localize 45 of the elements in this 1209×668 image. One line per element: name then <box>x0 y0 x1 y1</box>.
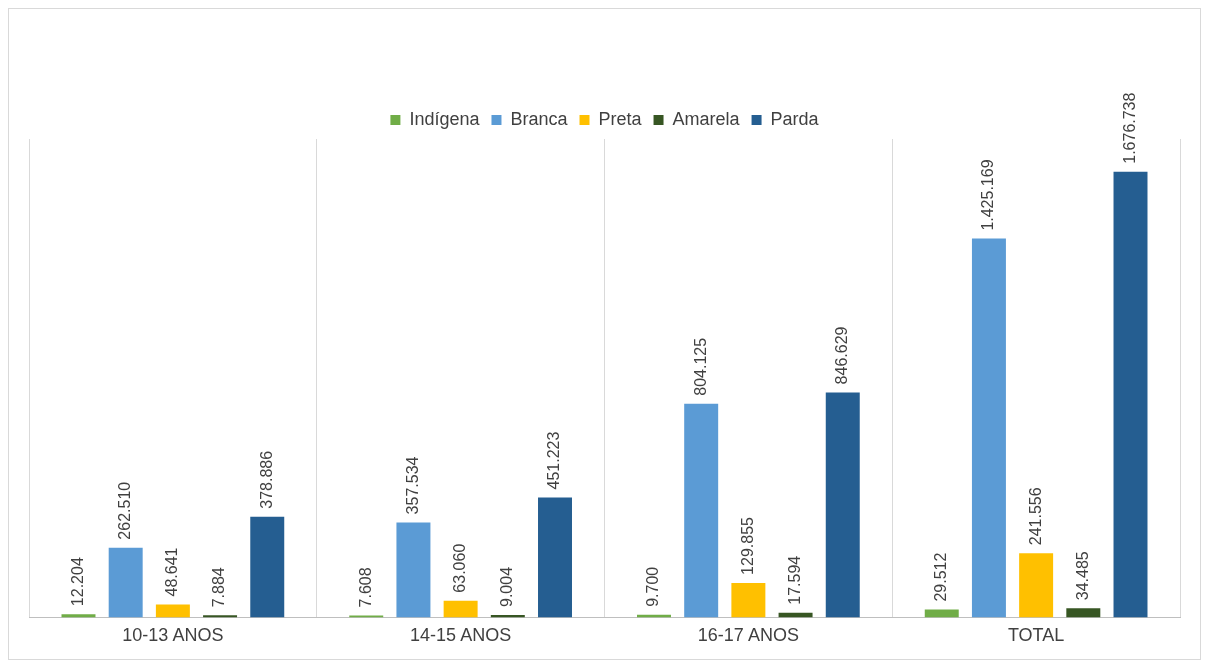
bar <box>538 497 572 618</box>
legend-label: Parda <box>770 108 820 129</box>
bar <box>971 238 1006 618</box>
data-label: 846.629 <box>833 326 851 385</box>
x-tick-label: TOTAL <box>1007 625 1065 646</box>
bar <box>396 522 431 618</box>
bar <box>1019 553 1054 618</box>
bar <box>1113 171 1148 618</box>
data-label: 9.700 <box>644 566 662 607</box>
x-tick-label: 10-13 ANOS <box>122 625 224 646</box>
bar <box>250 516 285 618</box>
data-label: 29.512 <box>932 552 950 602</box>
bar <box>684 403 719 618</box>
bar <box>203 615 238 618</box>
data-label: 63.060 <box>451 543 469 593</box>
data-label: 1.676.738 <box>1120 92 1138 164</box>
data-label: 7.608 <box>356 567 374 608</box>
bar <box>825 392 860 618</box>
data-label: 12.204 <box>68 557 86 607</box>
data-label: 9.004 <box>498 566 516 608</box>
data-label: 7.884 <box>210 567 228 608</box>
data-label: 34.485 <box>1073 551 1091 601</box>
bar <box>61 614 96 618</box>
data-label: 804.125 <box>691 337 709 396</box>
bar <box>731 582 766 618</box>
data-label: 451.223 <box>545 431 563 490</box>
data-label: 241.556 <box>1026 487 1044 546</box>
data-label: 17.594 <box>785 555 803 605</box>
bar <box>443 600 478 618</box>
legend-label: Preta <box>598 108 643 129</box>
data-label: 48.641 <box>163 547 181 597</box>
bar <box>108 547 143 618</box>
data-label: 262.510 <box>116 481 134 540</box>
legend-label: Indígena <box>409 108 481 129</box>
x-tick-label: 14-15 ANOS <box>410 625 512 646</box>
data-label: 357.534 <box>403 456 421 515</box>
bar <box>155 604 190 618</box>
legend-label: Branca <box>510 108 569 129</box>
bar <box>1066 608 1101 618</box>
data-label: 129.855 <box>738 516 756 575</box>
legend-label: Amarela <box>672 108 741 129</box>
data-label: 1.425.169 <box>979 159 997 231</box>
bar <box>349 615 384 618</box>
data-label: 378.886 <box>257 450 275 509</box>
x-tick-label: 16-17 ANOS <box>697 625 799 646</box>
